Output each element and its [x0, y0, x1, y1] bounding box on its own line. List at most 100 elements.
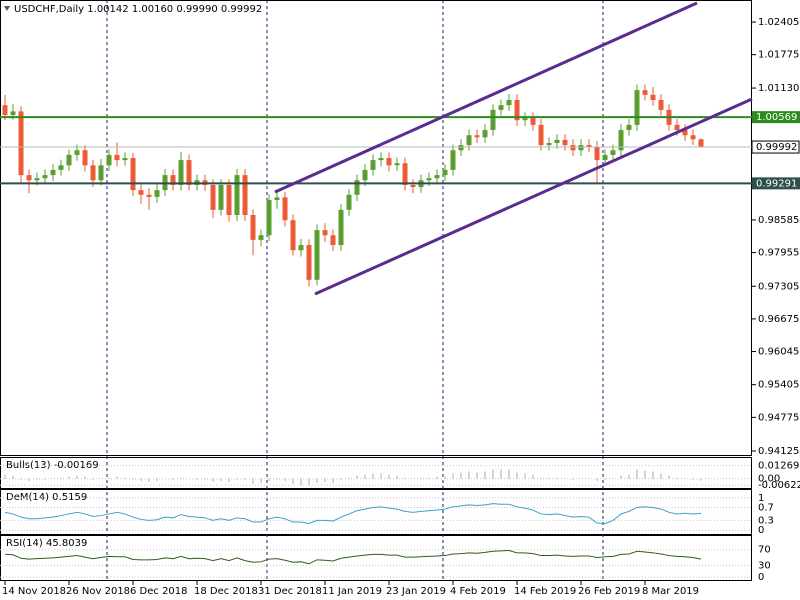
candle-body [458, 145, 464, 151]
candle-body [146, 194, 152, 197]
candle-body [434, 175, 440, 179]
candle-body [378, 158, 384, 161]
candle-body [242, 175, 248, 216]
x-tick-label: 4 Feb 2019 [450, 586, 506, 597]
candle-body [122, 158, 128, 161]
candle-body [282, 197, 288, 221]
candle-body [266, 199, 272, 236]
indicator-tick-label: 1 [758, 493, 764, 504]
candle-body [482, 130, 488, 138]
candle-body [674, 124, 680, 131]
candle-body [218, 184, 224, 210]
candle-body [258, 235, 264, 240]
candle-body [442, 169, 448, 176]
candle-body [50, 169, 56, 176]
candle-body [234, 175, 240, 216]
indicator-tick-label: 70 [758, 545, 771, 556]
main-panel [0, 0, 752, 456]
indicator-label: DeM(14) 0.5159 [6, 492, 87, 503]
candle-body [58, 165, 64, 170]
candle-body [522, 118, 528, 121]
candle-body [354, 180, 360, 195]
candle-body [90, 165, 96, 181]
y-tick-label: 0.96045 [758, 347, 799, 358]
candle-body [18, 111, 24, 176]
candle-body [370, 160, 376, 170]
candle-body [426, 178, 432, 181]
indicator-line [4, 503, 702, 525]
candle-body [290, 220, 296, 251]
y-tick-label: 0.94775 [758, 412, 799, 423]
x-tick-label: 26 Nov 2018 [66, 586, 130, 597]
x-tick-label: 8 Mar 2019 [642, 586, 699, 597]
indicator-tick-label: 0 [758, 525, 764, 536]
y-tick-label: 1.01775 [758, 50, 799, 61]
indicator-label: RSI(14) 45.8039 [6, 538, 87, 549]
candle-body [274, 197, 280, 200]
x-tick-label: 14 Nov 2018 [2, 586, 66, 597]
candle-body [42, 175, 48, 179]
candle-body [226, 184, 232, 216]
candle-body [474, 135, 480, 138]
indicator-tick-label: 0.7 [758, 502, 774, 513]
x-tick-label: 18 Dec 2018 [194, 586, 258, 597]
x-tick-label: 31 Dec 2018 [258, 586, 322, 597]
y-tick-label: 1.02405 [758, 17, 799, 28]
candle-body [130, 158, 136, 191]
level-label-box [752, 177, 800, 190]
candle-body [450, 150, 456, 170]
candle-body [530, 118, 536, 125]
candle-body [114, 154, 120, 161]
channel-lower [314, 97, 753, 296]
candle-body [346, 194, 352, 210]
candle-body [538, 124, 544, 146]
candle-body [250, 215, 256, 240]
candle-body [570, 145, 576, 151]
candle-body [506, 99, 512, 106]
candle-body [466, 135, 472, 146]
candle-body [178, 160, 184, 185]
indicator-line [4, 549, 702, 565]
candle-body [562, 139, 568, 146]
indicator-label: Bulls(13) -0.00169 [6, 460, 99, 471]
candle-body [658, 99, 664, 110]
candle-body [330, 235, 336, 246]
dem-panel [0, 489, 752, 535]
candle-body [298, 245, 304, 251]
candle-body [578, 145, 584, 151]
y-tick-label: 0.98585 [758, 215, 799, 226]
candle-body [626, 124, 632, 131]
candle-body [106, 154, 112, 166]
candle-body [74, 150, 80, 155]
y-tick-label: 0.97955 [758, 248, 799, 259]
x-tick-label: 11 Jan 2019 [322, 586, 382, 597]
indicator-tick-label: 0.01269 [758, 461, 799, 472]
bulls-panel [0, 457, 752, 489]
x-tick-label: 6 Dec 2018 [130, 586, 188, 597]
candle-body [602, 154, 608, 161]
y-tick-label: 1.01130 [758, 83, 799, 94]
candle-body [546, 142, 552, 146]
y-tick-label: 0.96675 [758, 314, 799, 325]
candle-body [554, 139, 560, 143]
price-label: 0.99992 [756, 142, 797, 153]
y-tick-label: 0.94125 [758, 446, 799, 457]
candle-body [362, 169, 368, 181]
candle-body [386, 158, 392, 166]
candle-body [610, 150, 616, 155]
candle-body [394, 163, 400, 166]
candle-body [682, 130, 688, 136]
candle-body [26, 175, 32, 181]
menu-icon[interactable] [4, 6, 10, 11]
channel-upper [274, 1, 698, 194]
indicator-tick-label: 0.3 [758, 515, 774, 526]
candle-body [586, 145, 592, 147]
candle-body [650, 94, 656, 100]
candle-body [642, 90, 648, 95]
candle-body [2, 105, 8, 116]
indicator-tick-label: 0.00 [758, 474, 780, 485]
level-label-box [752, 111, 800, 124]
candle-body [82, 150, 88, 166]
candle-body [490, 109, 496, 131]
candle-body [690, 135, 696, 140]
